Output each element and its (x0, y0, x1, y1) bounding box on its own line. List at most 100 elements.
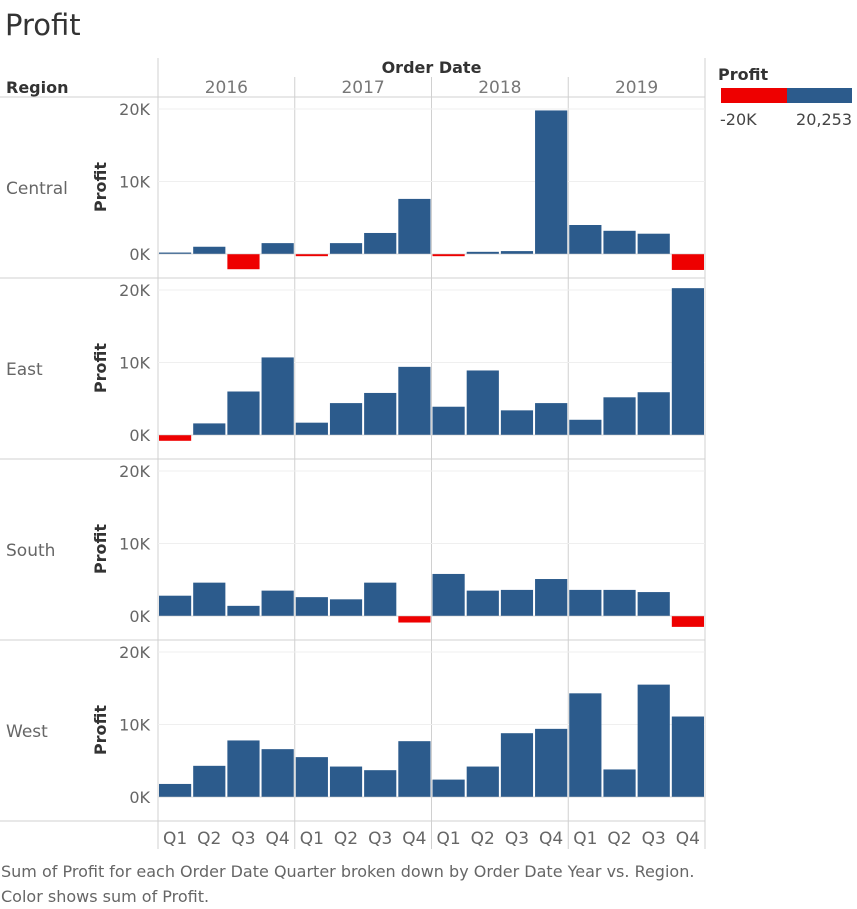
year-label-2019: 2019 (615, 78, 658, 98)
bar-east-2017-Q3 (364, 392, 397, 435)
y-tick-label: 20K (119, 643, 150, 662)
quarter-label: Q1 (163, 829, 187, 849)
quarter-label: Q1 (436, 829, 460, 849)
bar-central-2017-Q3 (364, 232, 397, 254)
bar-west-2016-Q4 (261, 749, 294, 797)
bar-central-2017-Q1 (295, 254, 328, 257)
bar-east-2019-Q1 (569, 419, 602, 435)
bar-east-2016-Q3 (227, 391, 260, 435)
bar-west-2016-Q3 (227, 740, 260, 797)
bar-south-2019-Q3 (637, 592, 670, 616)
quarter-label: Q2 (607, 829, 631, 849)
bar-central-2016-Q3 (227, 254, 260, 270)
quarter-label: Q4 (539, 829, 563, 849)
quarter-label: Q4 (266, 829, 290, 849)
y-tick-label: 20K (119, 462, 150, 481)
order-date-header: Order Date (382, 58, 482, 77)
legend-max-label: 20,253 (796, 110, 852, 129)
quarter-label: Q3 (505, 829, 529, 849)
bar-west-2018-Q3 (500, 733, 534, 797)
bar-west-2017-Q2 (329, 766, 363, 797)
y-tick-label: 10K (119, 535, 150, 554)
bar-west-2018-Q2 (466, 766, 499, 797)
bar-central-2019-Q3 (637, 233, 670, 254)
y-tick-label: 20K (119, 281, 150, 300)
year-label-2018: 2018 (478, 78, 521, 98)
y-tick-label: 10K (119, 716, 150, 735)
quarter-label: Q2 (471, 829, 495, 849)
bar-south-2016-Q4 (261, 590, 294, 616)
bar-central-2019-Q1 (569, 225, 602, 254)
y-axis-title: Profit (91, 524, 110, 574)
legend-min-label: -20K (720, 110, 757, 129)
bar-south-2019-Q1 (569, 589, 602, 616)
bar-east-2018-Q4 (535, 403, 568, 435)
region-label-central: Central (6, 179, 68, 199)
year-label-2016: 2016 (205, 78, 248, 98)
region-label-south: South (6, 541, 55, 561)
quarter-label: Q4 (402, 829, 426, 849)
bar-west-2019-Q3 (637, 684, 670, 797)
bar-south-2019-Q2 (603, 589, 636, 616)
bar-west-2017-Q1 (295, 757, 328, 797)
legend-negative-swatch (721, 88, 787, 103)
y-axis-title: Profit (91, 162, 110, 212)
bar-central-2019-Q2 (603, 230, 636, 254)
bar-east-2017-Q2 (329, 403, 363, 435)
bar-east-2016-Q4 (261, 357, 294, 435)
bar-west-2018-Q1 (432, 779, 465, 797)
bar-south-2017-Q1 (295, 597, 328, 616)
bar-south-2018-Q2 (466, 590, 499, 616)
bar-west-2017-Q3 (364, 770, 397, 797)
region-label-west: West (6, 722, 48, 742)
bar-west-2019-Q4 (671, 716, 704, 797)
legend-title: Profit (718, 65, 768, 84)
bar-west-2016-Q2 (193, 765, 226, 797)
bar-central-2017-Q2 (329, 243, 363, 254)
bar-east-2018-Q3 (500, 410, 534, 435)
bar-east-2019-Q2 (603, 397, 636, 435)
bar-west-2017-Q4 (398, 741, 431, 797)
quarter-label: Q4 (676, 829, 700, 849)
bar-central-2018-Q2 (466, 251, 499, 254)
bar-south-2019-Q4 (671, 616, 704, 627)
y-tick-label: 10K (119, 354, 150, 373)
quarter-label: Q3 (231, 829, 255, 849)
bar-south-2016-Q3 (227, 605, 260, 616)
bar-south-2018-Q3 (500, 589, 534, 616)
bar-central-2019-Q4 (671, 254, 704, 270)
bar-east-2018-Q2 (466, 370, 499, 435)
bar-central-2016-Q1 (159, 252, 192, 254)
chart-caption: Sum of Profit for each Order Date Quarte… (1, 862, 695, 906)
bar-west-2016-Q1 (159, 783, 192, 797)
bar-east-2019-Q3 (637, 392, 670, 435)
bar-west-2018-Q4 (535, 728, 568, 797)
bar-south-2018-Q1 (432, 573, 465, 616)
page-title: Profit (5, 8, 81, 42)
quarter-label: Q2 (334, 829, 358, 849)
bar-south-2017-Q4 (398, 616, 431, 623)
y-axis-title: Profit (91, 343, 110, 393)
quarter-label: Q3 (368, 829, 392, 849)
bar-central-2018-Q4 (535, 110, 568, 254)
bar-east-2018-Q1 (432, 406, 465, 435)
legend-positive-swatch (787, 88, 852, 103)
quarter-label: Q3 (642, 829, 666, 849)
region-header: Region (6, 78, 69, 97)
quarter-label: Q1 (300, 829, 324, 849)
bar-central-2017-Q4 (398, 198, 431, 254)
bar-south-2016-Q2 (193, 582, 226, 616)
bar-east-2019-Q4 (671, 288, 704, 435)
bar-east-2017-Q1 (295, 422, 328, 435)
y-tick-label: 0K (129, 607, 150, 626)
region-label-east: East (6, 360, 43, 380)
year-label-2017: 2017 (341, 78, 384, 98)
y-axis-title: Profit (91, 705, 110, 755)
bar-east-2017-Q4 (398, 366, 431, 435)
quarter-label: Q1 (573, 829, 597, 849)
bar-south-2017-Q2 (329, 599, 363, 616)
quarter-label: Q2 (197, 829, 221, 849)
bar-west-2019-Q2 (603, 769, 636, 797)
y-tick-label: 20K (119, 100, 150, 119)
